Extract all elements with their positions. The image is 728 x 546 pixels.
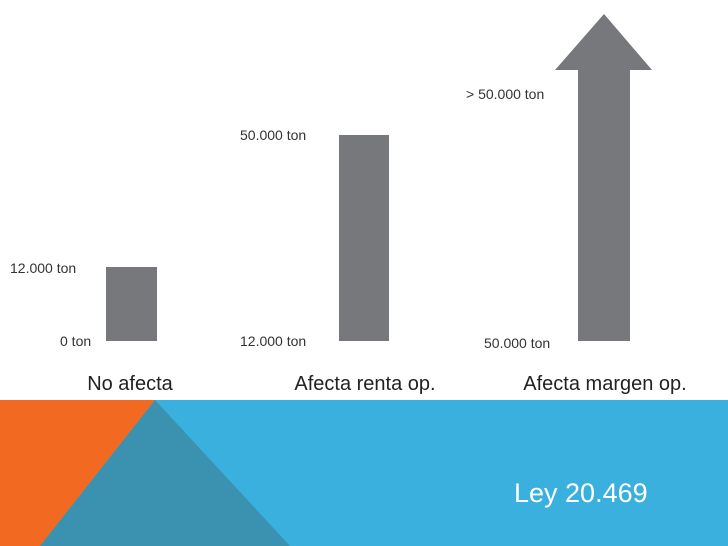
top-label: 12.000 ton (10, 260, 77, 276)
bottom-label: 0 ton (60, 333, 92, 349)
category-label: Afecta margen op. (523, 373, 687, 395)
bottom-label: 50.000 ton (484, 335, 551, 351)
bottom-label: 12.000 ton (240, 333, 307, 349)
arrow (555, 14, 652, 341)
category-label: No afecta (87, 373, 173, 395)
orange-shape (0, 400, 155, 546)
category-label: Afecta renta op. (294, 373, 436, 395)
top-label: 50.000 ton (240, 127, 307, 143)
top-label: > 50.000 ton (466, 86, 545, 102)
bar (339, 135, 389, 341)
teal-triangle (40, 400, 290, 546)
bar (106, 267, 157, 341)
law-label: Ley 20.469 (514, 478, 648, 508)
